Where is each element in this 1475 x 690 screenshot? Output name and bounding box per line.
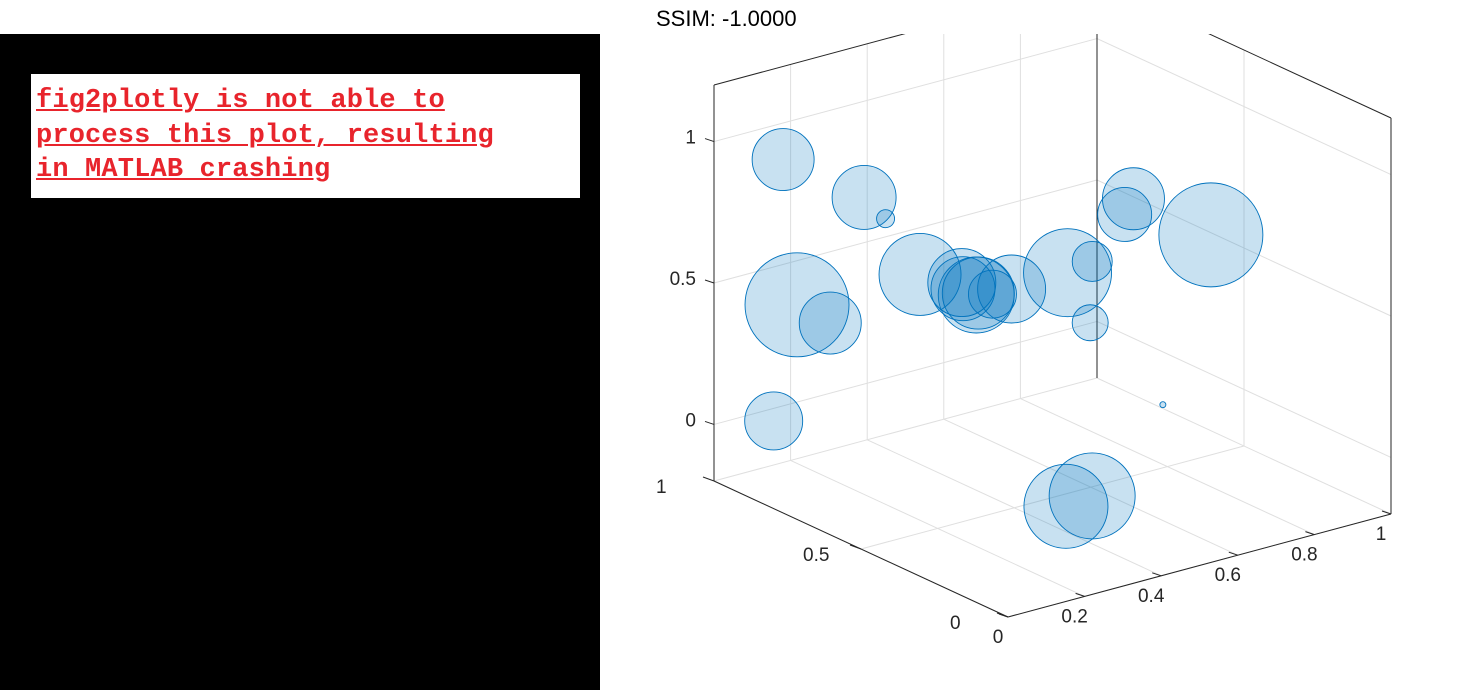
bubble-marker <box>744 391 804 451</box>
bubble-marker <box>1158 182 1264 288</box>
bubbles <box>744 128 1264 549</box>
bubble-marker <box>1097 187 1153 242</box>
error-message-line-3: in MATLAB crashing <box>36 155 331 185</box>
side-wall-grid-z <box>1096 38 1392 176</box>
bubble-marker <box>798 291 862 355</box>
bubble-chart-3d: 0 0.2 0.4 0.6 0.8 1 0 0.5 1 0 0.5 1 <box>656 34 1392 648</box>
y-tick-label: 0.5 <box>803 545 829 566</box>
x-tick-mark <box>1381 510 1392 515</box>
z-tick-label: 0 <box>685 410 696 431</box>
bubble-marker <box>744 252 850 358</box>
back-wall-grid-z <box>713 320 1098 425</box>
side-wall-grid-z <box>1096 179 1392 317</box>
bubble-marker <box>878 233 962 316</box>
x-tick-label: 0.6 <box>1215 565 1241 586</box>
y-tick-mark <box>996 612 1009 618</box>
bubble-marker <box>751 128 815 191</box>
bubble-marker <box>937 256 1015 334</box>
bubble-marker <box>831 164 897 230</box>
x-tick-mark <box>1075 592 1085 597</box>
chart-title: SSIM: -1.0000 <box>656 6 797 31</box>
z-tick-mark <box>704 279 715 284</box>
error-message-line-2: process this plot, resulting <box>36 120 494 151</box>
x-tick-label: 0.2 <box>1061 606 1087 627</box>
x-tick-label: 0.8 <box>1291 545 1317 566</box>
bubble-marker <box>968 269 1017 319</box>
bubble-marker <box>1071 240 1113 282</box>
bubble-marker <box>927 248 997 318</box>
bubble-marker <box>1023 463 1109 549</box>
z-tick-mark <box>704 420 715 425</box>
x-tick-label: 0 <box>993 627 1004 648</box>
y-tick-label: 1 <box>656 477 667 498</box>
z-tick-mark <box>704 138 715 143</box>
back-wall-grid-z <box>713 38 1098 143</box>
error-message-line-1: fig2plotly is not able to <box>36 86 445 116</box>
floor-grid-y <box>713 377 1098 482</box>
error-message-box: fig2plotly is not able to process this p… <box>31 74 580 198</box>
bubble-marker <box>1048 452 1136 540</box>
y-tick-mark <box>702 476 715 482</box>
back-wall-grid-z <box>713 179 1098 284</box>
bubble-marker <box>977 254 1047 324</box>
bubble-marker <box>1071 304 1109 342</box>
bubble-marker <box>1023 228 1113 318</box>
grid-lines <box>713 34 1392 618</box>
axes-edge <box>713 34 906 86</box>
z-tick-label: 1 <box>685 128 696 149</box>
x-tick-label: 0.4 <box>1138 586 1165 607</box>
x-tick-mark <box>1305 531 1315 536</box>
bubble-marker <box>1159 401 1167 409</box>
axes-edge <box>1007 513 1392 618</box>
error-panel: fig2plotly is not able to process this p… <box>0 34 600 690</box>
y-tick-label: 0 <box>950 613 961 634</box>
x-tick-mark <box>1228 551 1238 556</box>
x-tick-label: 1 <box>1376 524 1387 545</box>
y-tick-mark <box>849 544 862 550</box>
side-wall-grid-z <box>1096 320 1392 458</box>
tick-marks-and-labels: 0 0.2 0.4 0.6 0.8 1 0 0.5 1 0 0.5 1 <box>656 128 1392 648</box>
x-tick-mark <box>1152 572 1162 577</box>
bubble-marker <box>876 209 896 229</box>
axes-edge <box>1208 34 1392 119</box>
floor-grid-y <box>860 445 1245 550</box>
z-tick-label: 0.5 <box>670 269 696 290</box>
